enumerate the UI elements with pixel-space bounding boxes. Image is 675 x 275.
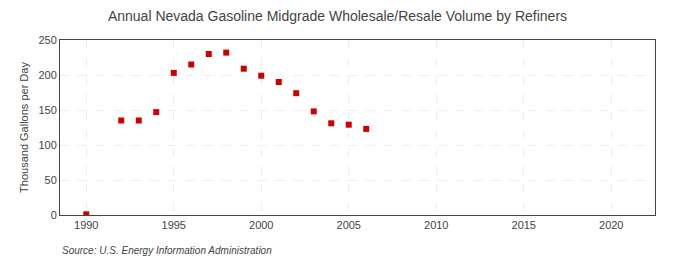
svg-text:2020: 2020 — [599, 219, 623, 231]
svg-text:200: 200 — [38, 69, 56, 81]
svg-text:2015: 2015 — [512, 219, 536, 231]
svg-text:250: 250 — [38, 34, 56, 46]
svg-text:1995: 1995 — [162, 219, 186, 231]
svg-text:2000: 2000 — [249, 219, 273, 231]
svg-text:50: 50 — [45, 174, 57, 186]
svg-text:2010: 2010 — [424, 219, 448, 231]
svg-text:Thousand Gallons per Day: Thousand Gallons per Day — [18, 62, 30, 193]
svg-text:0: 0 — [51, 209, 57, 221]
svg-text:2005: 2005 — [337, 219, 361, 231]
svg-text:1990: 1990 — [74, 219, 98, 231]
svg-text:150: 150 — [38, 104, 56, 116]
svg-text:Annual Nevada Gasoline Midgrad: Annual Nevada Gasoline Midgrade Wholesal… — [108, 8, 567, 24]
svg-text:100: 100 — [38, 139, 56, 151]
svg-text:Source: U.S. Energy Informatio: Source: U.S. Energy Information Administ… — [62, 245, 272, 256]
